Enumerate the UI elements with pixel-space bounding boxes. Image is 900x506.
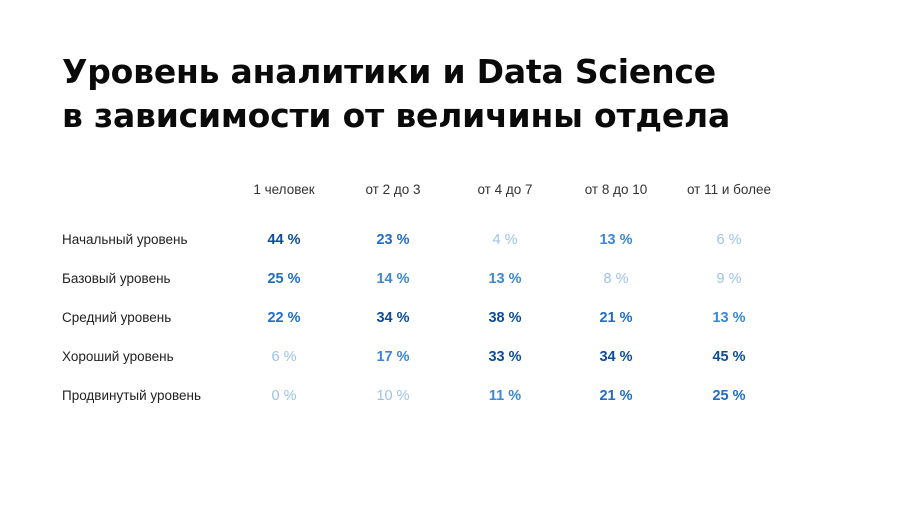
value-cell: 23 %	[376, 232, 410, 248]
page-title: Уровень аналитики и Data Science в завис…	[62, 50, 730, 138]
value-cell: 33 %	[488, 349, 522, 365]
row-label: Начальный уровень	[62, 232, 188, 247]
row-label: Хороший уровень	[62, 349, 174, 364]
column-header: от 4 до 7	[477, 182, 533, 197]
value-cell: 44 %	[267, 232, 301, 248]
value-cell: 25 %	[267, 271, 301, 287]
value-cell: 13 %	[599, 232, 633, 248]
title-line-1: Уровень аналитики и Data Science	[62, 52, 716, 91]
column-header: от 8 до 10	[584, 182, 648, 197]
value-cell: 21 %	[599, 310, 633, 326]
title-line-2: в зависимости от величины отдела	[62, 96, 731, 135]
value-cell: 8 %	[603, 271, 629, 287]
value-cell: 0 %	[271, 388, 297, 404]
value-cell: 21 %	[599, 388, 633, 404]
value-cell: 22 %	[267, 310, 301, 326]
value-cell: 34 %	[376, 310, 410, 326]
value-cell: 13 %	[712, 310, 746, 326]
value-cell: 34 %	[599, 349, 633, 365]
value-cell: 10 %	[376, 388, 410, 404]
column-header: от 11 и более	[686, 182, 772, 197]
value-cell: 14 %	[376, 271, 410, 287]
value-cell: 6 %	[271, 349, 297, 365]
row-label: Базовый уровень	[62, 271, 171, 286]
value-cell: 25 %	[712, 388, 746, 404]
value-cell: 11 %	[488, 388, 522, 404]
row-label: Средний уровень	[62, 310, 172, 325]
value-cell: 9 %	[716, 271, 742, 287]
value-cell: 38 %	[488, 310, 522, 326]
column-header: 1 человек	[253, 182, 315, 197]
value-cell: 13 %	[488, 271, 522, 287]
value-cell: 17 %	[376, 349, 410, 365]
value-cell: 45 %	[712, 349, 746, 365]
row-label: Продвинутый уровень	[62, 388, 202, 403]
column-header: от 2 до 3	[365, 182, 421, 197]
value-cell: 4 %	[492, 232, 518, 248]
value-cell: 6 %	[716, 232, 742, 248]
